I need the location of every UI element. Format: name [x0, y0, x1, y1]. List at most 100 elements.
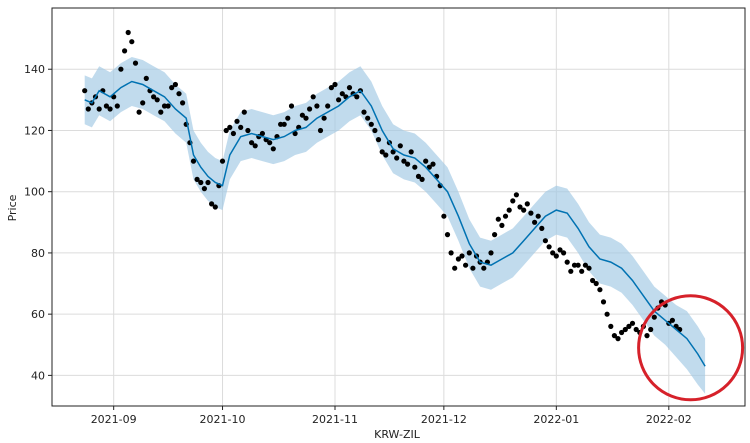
data-point	[517, 204, 523, 210]
data-point	[125, 29, 131, 36]
axes-frame	[51, 7, 746, 407]
data-point	[165, 103, 171, 109]
data-point	[252, 143, 258, 149]
data-point	[423, 158, 429, 164]
data-point	[325, 103, 331, 109]
data-point	[492, 232, 498, 238]
data-point	[550, 250, 556, 256]
y-tick-label: 40	[31, 369, 45, 382]
x-tick-label: 2022-02	[646, 413, 692, 426]
data-point	[463, 262, 469, 268]
data-point	[383, 152, 389, 158]
data-point	[132, 60, 139, 66]
data-point	[96, 106, 102, 112]
data-point	[238, 124, 244, 130]
data-point	[288, 103, 295, 109]
data-point	[532, 219, 538, 225]
data-point	[419, 176, 425, 182]
data-point	[506, 207, 512, 213]
data-point	[223, 127, 229, 134]
data-point	[615, 336, 621, 342]
forecast-series-line	[84, 80, 706, 367]
data-point	[405, 161, 411, 167]
data-point	[444, 232, 451, 238]
data-point	[521, 207, 527, 213]
data-point	[205, 179, 211, 186]
data-point	[107, 106, 113, 112]
data-point	[158, 109, 164, 115]
data-point	[561, 250, 567, 256]
data-point	[227, 124, 233, 130]
data-point	[292, 130, 298, 137]
data-point	[626, 323, 632, 329]
data-point	[441, 213, 447, 219]
data-point	[267, 140, 273, 146]
data-point	[582, 262, 589, 268]
data-point	[579, 268, 585, 274]
axes-border	[51, 7, 746, 407]
data-point	[332, 81, 338, 88]
data-point	[118, 66, 124, 72]
data-point	[600, 299, 607, 305]
x-tick-label: 2022-01	[533, 413, 579, 426]
data-point	[510, 198, 516, 204]
data-point	[597, 287, 603, 293]
data-point	[230, 130, 236, 137]
data-point	[557, 247, 563, 253]
data-point	[201, 186, 207, 192]
data-point	[299, 112, 305, 118]
data-point	[82, 88, 88, 94]
data-point	[85, 106, 91, 112]
data-point	[372, 127, 378, 134]
data-point	[430, 161, 436, 167]
data-point	[336, 97, 342, 103]
data-point	[140, 100, 146, 106]
data-point	[539, 225, 545, 231]
x-tick-label: 2021-12	[421, 413, 467, 426]
data-point	[669, 317, 676, 323]
data-point	[466, 250, 472, 256]
data-point	[394, 155, 400, 161]
data-point	[408, 149, 414, 155]
data-point	[114, 103, 120, 109]
data-point	[452, 265, 458, 271]
data-point	[234, 118, 240, 124]
data-point	[190, 158, 197, 164]
data-point	[426, 164, 432, 170]
highlight-circle	[637, 294, 745, 402]
data-point	[644, 333, 650, 339]
data-point	[488, 250, 494, 256]
data-point	[513, 192, 520, 198]
data-point	[212, 204, 218, 210]
data-point	[499, 222, 505, 228]
data-point	[245, 127, 251, 134]
x-tick-label: 2021-09	[91, 413, 137, 426]
data-point	[401, 158, 407, 164]
data-point	[448, 250, 454, 256]
data-point	[455, 256, 461, 262]
forecast-interval-band	[84, 57, 706, 394]
data-point	[314, 103, 320, 109]
data-point	[648, 326, 654, 333]
data-point	[122, 48, 128, 54]
data-point	[546, 244, 552, 250]
y-tick-label: 140	[24, 63, 45, 76]
data-point	[270, 146, 276, 152]
data-point	[169, 85, 175, 91]
x-axis-ticks: 2021-09 2021-10 2021-11 2021-12 2022-01 2022-…	[91, 406, 692, 426]
data-point	[524, 201, 530, 207]
data-point	[629, 320, 636, 326]
data-point	[470, 265, 476, 271]
data-point	[129, 39, 135, 45]
data-point	[209, 201, 215, 207]
data-point	[568, 268, 574, 274]
data-point	[354, 94, 360, 100]
data-point	[622, 326, 628, 333]
data-point	[103, 103, 109, 109]
data-point	[586, 265, 592, 271]
data-point	[564, 259, 570, 265]
data-point	[321, 115, 327, 121]
data-point	[219, 158, 226, 164]
data-point	[651, 314, 657, 320]
